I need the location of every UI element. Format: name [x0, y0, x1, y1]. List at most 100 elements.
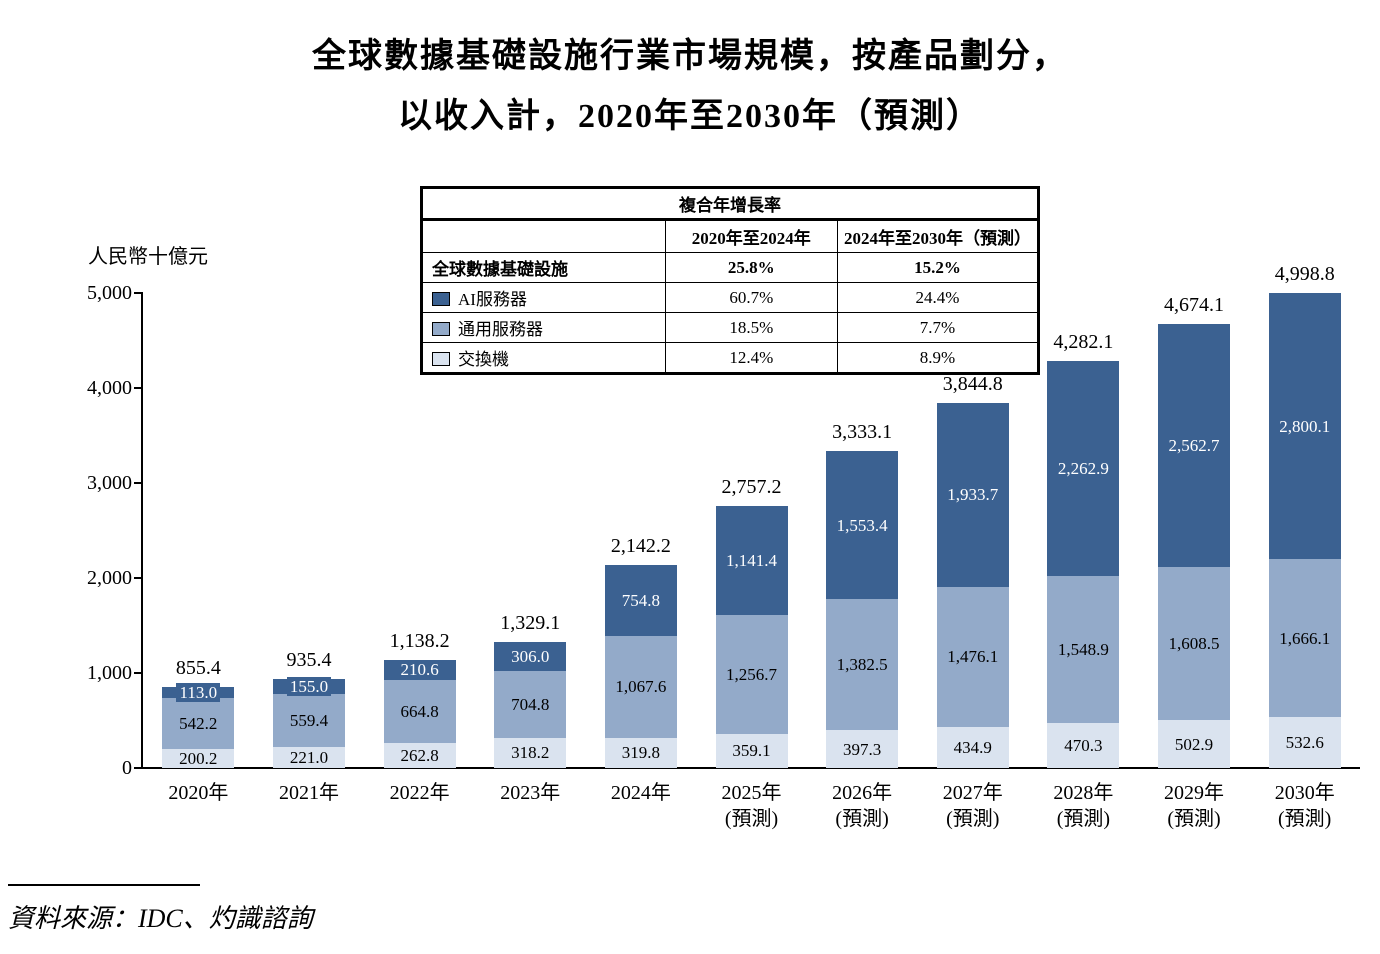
bar-segment-ai_server: 1,553.4: [826, 451, 899, 599]
segment-value-label: 470.3: [1061, 736, 1106, 756]
x-axis-category-label: 2029年 (預測): [1164, 782, 1224, 830]
bar-segment-ai_server: 2,562.7: [1158, 323, 1230, 568]
cagr-row-total-label: 全球數據基礎設施: [421, 252, 666, 283]
y-axis-tick-label: 3,000: [87, 472, 132, 494]
y-axis-tick-label: 4,000: [87, 377, 132, 399]
y-axis-tick: [134, 767, 141, 769]
segment-value-label: 532.6: [1282, 733, 1327, 753]
x-axis-category-label: 2020年: [168, 782, 229, 804]
bar-total-label: 2,757.2: [721, 476, 782, 499]
bar-segment-switch: 221.0: [273, 747, 345, 768]
segment-value-label: 664.8: [397, 701, 442, 721]
x-axis-category-label: 2028年 (預測): [1053, 782, 1114, 830]
chart-title-line1: 全球數據基礎設施行業市場規模，按產品劃分，: [312, 38, 1068, 75]
bar-segment-ai_server: 1,141.4: [715, 506, 788, 615]
bar-total-label: 935.4: [286, 649, 332, 672]
bar-total-label: 1,138.2: [389, 629, 450, 652]
segment-value-label: 2,562.7: [1165, 436, 1223, 456]
bar-segment-general_server: 1,548.9: [1047, 576, 1120, 724]
cagr-row-general-value-1: 18.5%: [664, 312, 838, 343]
x-axis-category-label: 2027年 (預測): [942, 782, 1003, 830]
bar-segment-general_server: 1,256.7: [715, 614, 788, 734]
y-axis-tick: [134, 482, 141, 484]
plot-area: 200.2 542.2 113.0 855.4 2020年 221.0 559.4 155.0…: [143, 263, 1360, 830]
bar-segment-ai_server: 1,933.7: [936, 402, 1009, 587]
segment-value-label: 1,067.6: [612, 677, 670, 697]
legend-swatch-ai-server: [432, 292, 450, 306]
bar-segment-general_server: 704.8: [494, 670, 567, 738]
segment-value-label: 113.0: [176, 682, 221, 702]
cagr-col-2024-2030: 2024年至2030年（預測）: [836, 219, 1040, 253]
x-axis-category-label: 2021年: [279, 782, 339, 804]
segment-value-label: 1,666.1: [1276, 628, 1334, 648]
bar-segment-ai_server: 2,262.9: [1047, 361, 1120, 577]
segment-value-label: 1,608.5: [1165, 634, 1223, 654]
cagr-row-switch: 交換機 12.4% 8.9%: [421, 342, 1040, 374]
bar-segment-ai_server: 210.6: [383, 659, 456, 680]
bar-segment-switch: 502.9: [1158, 720, 1230, 768]
y-axis-tick: [134, 672, 141, 674]
y-axis-line: [141, 292, 143, 769]
segment-value-label: 1,476.1: [944, 647, 1002, 667]
legend-label-switch: 交換機: [458, 350, 509, 369]
x-axis-category-label: 2022年: [389, 782, 450, 804]
bar-total-label: 1,329.1: [500, 611, 561, 634]
y-axis-tick: [134, 387, 141, 389]
bar-segment-switch: 262.8: [383, 743, 456, 768]
segment-value-label: 1,256.7: [723, 664, 780, 684]
cagr-row-general-value-2: 7.7%: [836, 312, 1040, 343]
bar-segment-ai_server: 754.8: [604, 564, 677, 637]
bar-segment-switch: 532.6: [1268, 717, 1341, 768]
bar-segment-general_server: 1,476.1: [936, 586, 1009, 727]
bar-segment-general_server: 542.2: [162, 697, 235, 749]
segment-value-label: 210.6: [397, 660, 442, 680]
y-axis-tick: [134, 292, 141, 294]
bar-segment-switch: 470.3: [1047, 723, 1120, 768]
bar-segment-general_server: 1,382.5: [826, 599, 899, 731]
segment-value-label: 221.0: [286, 748, 332, 767]
segment-value-label: 262.8: [397, 746, 442, 765]
segment-value-label: 1,933.7: [944, 485, 1002, 505]
segment-value-label: 754.8: [618, 590, 664, 610]
segment-value-label: 359.1: [729, 741, 774, 761]
cagr-table-corner-cell: [421, 219, 666, 253]
segment-value-label: 1,553.4: [833, 515, 891, 535]
y-axis-tick-label: 0: [122, 757, 132, 779]
segment-value-label: 434.9: [950, 737, 995, 757]
legend-swatch-general-server: [432, 322, 450, 336]
cagr-row-total-value-2: 15.2%: [836, 252, 1040, 283]
segment-value-label: 318.2: [508, 743, 553, 763]
cagr-row-switch-value-2: 8.9%: [836, 342, 1040, 374]
legend-swatch-switch: [432, 352, 450, 366]
segment-value-label: 2,800.1: [1276, 416, 1334, 436]
segment-value-label: 200.2: [176, 749, 221, 768]
bar-segment-switch: 397.3: [826, 730, 899, 768]
segment-value-label: 502.9: [1171, 734, 1217, 754]
bar-segment-switch: 434.9: [936, 726, 1009, 768]
cagr-row-total-value-1: 25.8%: [664, 252, 838, 283]
bar-segment-switch: 200.2: [162, 749, 235, 768]
bar-total-label: 3,844.8: [942, 372, 1003, 395]
cagr-table-title: 複合年增長率: [421, 187, 1039, 221]
bar-segment-general_server: 559.4: [273, 693, 345, 747]
segment-value-label: 155.0: [286, 677, 332, 697]
bar-total-label: 2,142.2: [610, 534, 671, 557]
legend-label-general-server: 通用服務器: [458, 320, 543, 339]
segment-value-label: 559.4: [286, 710, 332, 730]
x-axis-line: [141, 767, 1360, 769]
y-axis-title: 人民幣十億元: [88, 246, 208, 268]
segment-value-label: 306.0: [508, 646, 553, 666]
cagr-row-switch-value-1: 12.4%: [664, 342, 838, 374]
bar-segment-ai_server: 306.0: [494, 641, 567, 671]
x-axis-category-label: 2030年 (預測): [1274, 782, 1335, 830]
cagr-row-ai-server: AI服務器 60.7% 24.4%: [421, 282, 1040, 313]
bar-segment-ai_server: 113.0: [162, 682, 235, 702]
x-axis-category-label: 2025年 (預測): [721, 782, 782, 830]
y-axis-tick: [134, 577, 141, 579]
bar-segment-general_server: 1,067.6: [604, 636, 677, 738]
y-axis-tick-label: 2,000: [87, 567, 132, 589]
bar-segment-ai_server: 2,800.1: [1268, 293, 1341, 560]
bar-total-label: 4,998.8: [1274, 263, 1335, 286]
bar-segment-switch: 319.8: [604, 737, 677, 768]
cagr-row-ai-value-2: 24.4%: [836, 282, 1040, 313]
